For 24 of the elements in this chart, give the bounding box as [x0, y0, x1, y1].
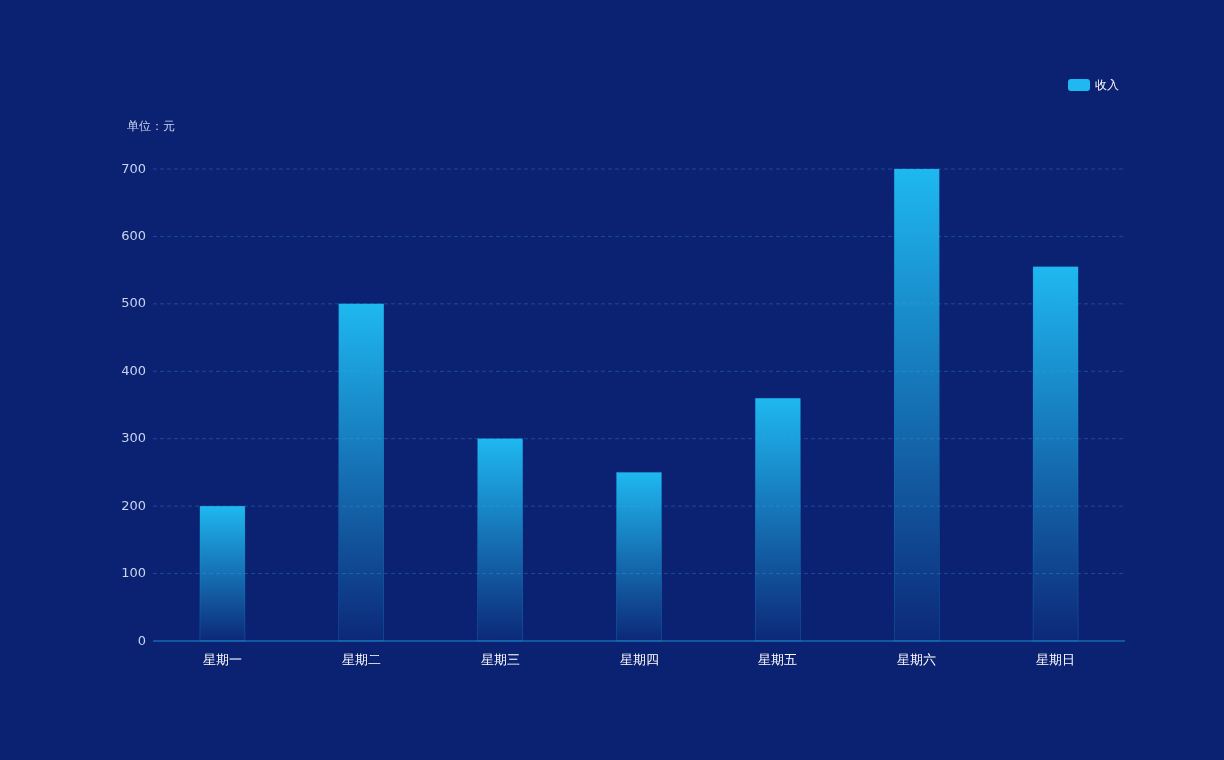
x-tick-label: 星期二: [341, 651, 381, 667]
bar: [477, 438, 523, 642]
bar: [1032, 266, 1079, 642]
bar: [338, 303, 385, 642]
y-tick-label: 200: [121, 497, 146, 513]
x-tick-label: 星期四: [619, 651, 659, 667]
x-tick-label: 星期一: [202, 651, 242, 667]
y-tick-label: 0: [137, 632, 146, 648]
bar: [616, 472, 662, 642]
x-tick-label: 星期五: [758, 651, 798, 667]
x-tick-label: 星期六: [897, 651, 937, 667]
bar: [893, 168, 940, 642]
y-tick-label: 100: [121, 565, 146, 581]
bar: [755, 398, 801, 642]
bar: [199, 505, 246, 642]
y-tick-label: 600: [121, 227, 146, 243]
y-tick-label: 500: [121, 295, 146, 311]
y-tick-label: 700: [121, 160, 146, 176]
x-tick-label: 星期三: [480, 651, 520, 667]
y-tick-label: 400: [121, 362, 146, 378]
x-tick-label: 星期日: [1036, 651, 1076, 667]
y-axis-title: 单位：元: [127, 118, 175, 133]
legend-label: 收入: [1095, 77, 1119, 92]
y-tick-label: 300: [121, 430, 146, 446]
